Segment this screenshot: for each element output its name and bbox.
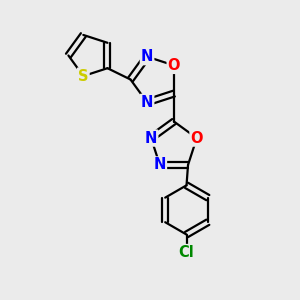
Text: O: O [168, 58, 180, 73]
Text: N: N [154, 158, 166, 172]
Text: S: S [78, 68, 88, 83]
Text: N: N [145, 130, 157, 146]
Text: O: O [190, 130, 203, 146]
Text: N: N [141, 95, 153, 110]
Text: Cl: Cl [178, 245, 194, 260]
Text: N: N [141, 49, 153, 64]
